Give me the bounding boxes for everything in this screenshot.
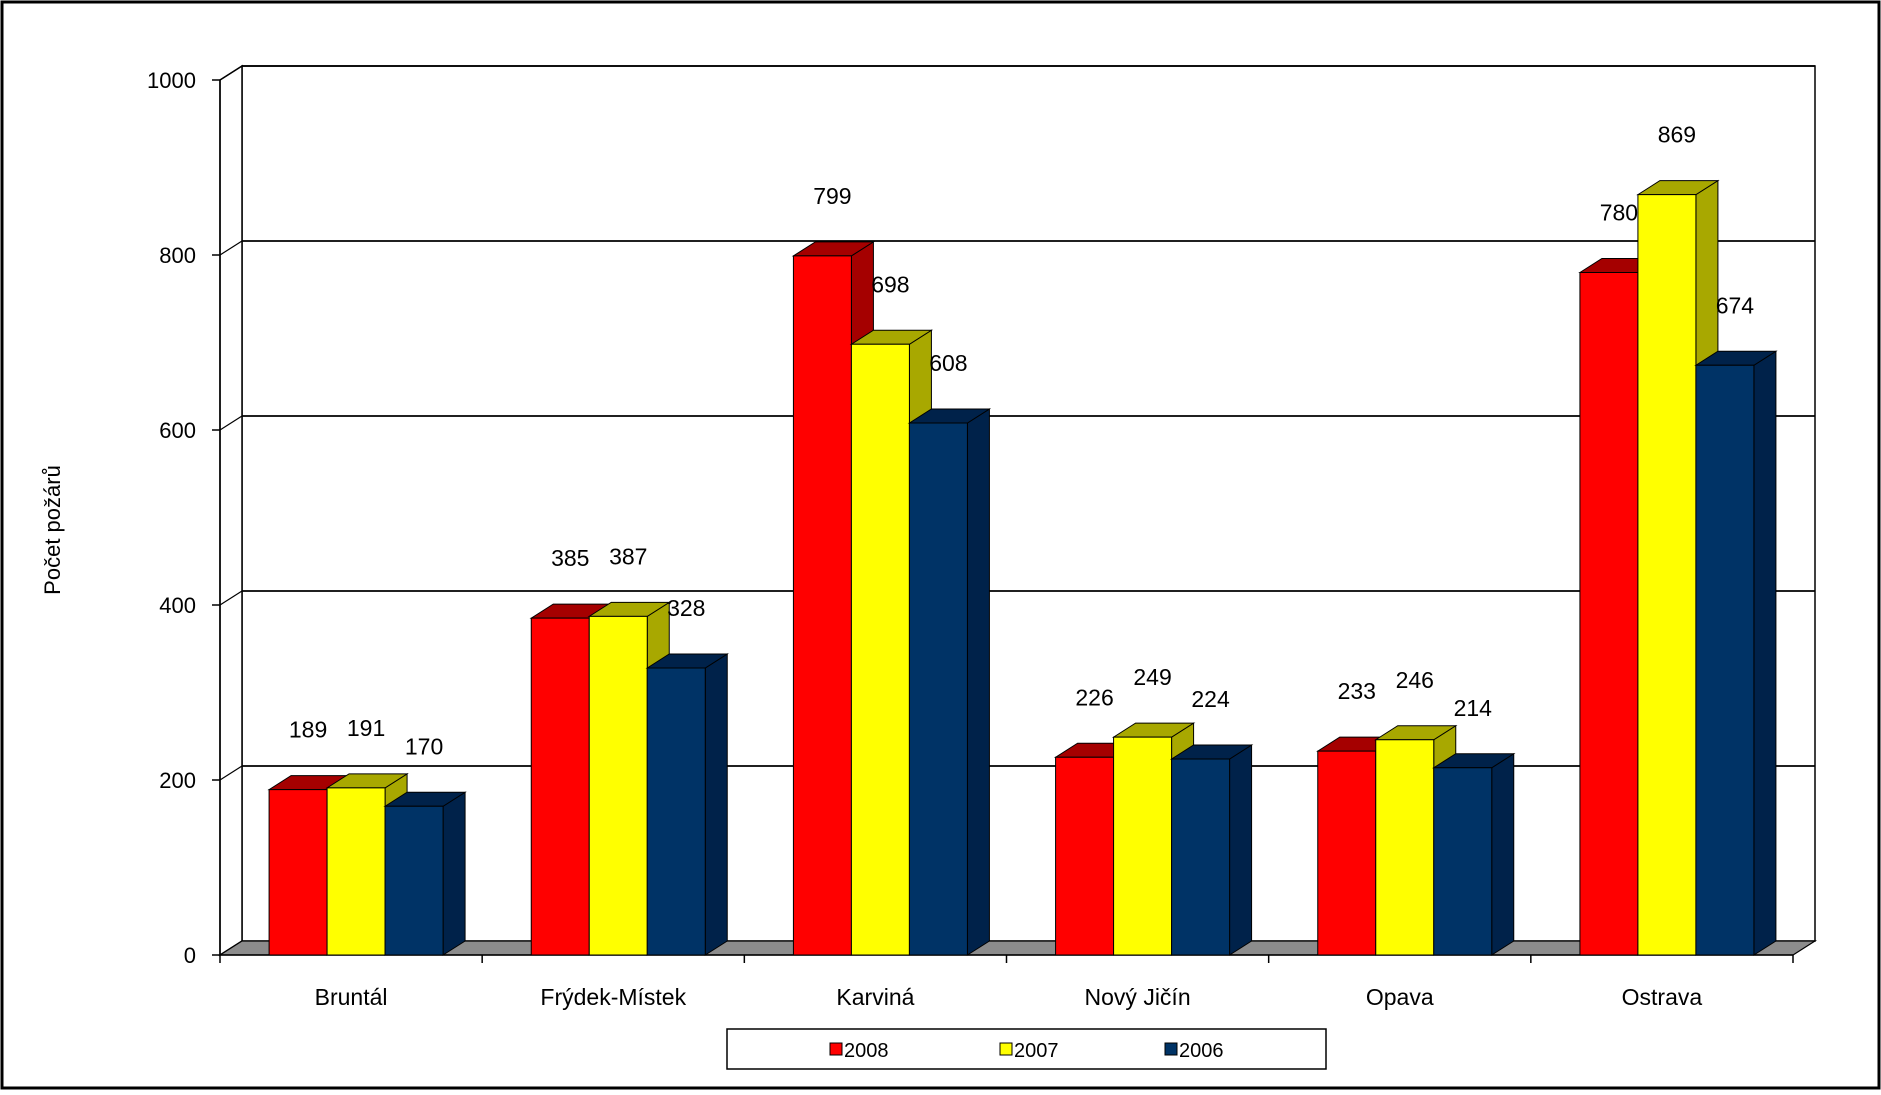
legend-swatch	[999, 1042, 1013, 1056]
data-label: 224	[1191, 686, 1230, 712]
legend-box	[726, 1028, 1327, 1070]
y-tick-label: 800	[159, 243, 196, 268]
legend-item: 2007	[999, 1040, 1059, 1062]
gridlines	[219, 65, 1815, 781]
data-label: 385	[551, 545, 589, 571]
bar-front	[1695, 364, 1755, 956]
x-tick-label: Nový Jičín	[1085, 984, 1191, 1010]
legend-swatch	[1164, 1042, 1178, 1056]
data-label: 799	[813, 183, 851, 209]
side-wall	[219, 64, 243, 957]
bar-front	[646, 667, 706, 956]
gridline-side	[219, 415, 243, 431]
bar-front	[530, 617, 590, 956]
data-label: 780	[1600, 200, 1638, 226]
bars	[267, 179, 1778, 956]
x-axis: Bruntál Frýdek-Místek Karviná Nový Jičín Opa…	[219, 954, 1794, 1010]
legend-label: 2006	[1179, 1040, 1224, 1062]
y-tick-label: 0	[184, 943, 196, 968]
data-label: 249	[1133, 664, 1171, 690]
bar-front	[1055, 756, 1115, 956]
data-labels: 189 191 170 385 387 328 799 698 608 226 249 224 233 2…	[289, 122, 1754, 760]
bar	[383, 791, 467, 956]
legend-swatch	[829, 1042, 843, 1056]
data-label: 170	[405, 733, 443, 759]
bar-side	[704, 653, 728, 956]
bar-side	[966, 408, 990, 956]
gridline-side	[219, 240, 243, 256]
data-label: 698	[871, 271, 909, 297]
y-tick-label: 400	[159, 593, 196, 618]
bar-front	[326, 787, 386, 956]
data-label: 189	[289, 717, 327, 743]
x-tick-label: Ostrava	[1622, 984, 1703, 1010]
bar-front	[1433, 767, 1493, 956]
bar-front	[1113, 736, 1173, 956]
legend-label: 2007	[1014, 1040, 1059, 1062]
legend-item: 2008	[829, 1040, 889, 1062]
legend-label: 2008	[844, 1040, 889, 1062]
data-label: 246	[1396, 667, 1434, 693]
legend-item: 2006	[1164, 1040, 1224, 1062]
bar-side	[1229, 744, 1253, 956]
data-label: 328	[667, 595, 705, 621]
data-label: 226	[1075, 684, 1113, 710]
bar-front	[1171, 758, 1231, 956]
gridline-side	[219, 590, 243, 606]
bar-front	[1637, 194, 1697, 956]
bar-front	[268, 789, 328, 956]
bar-front	[850, 343, 910, 956]
bar-front	[908, 422, 968, 956]
data-label: 214	[1454, 695, 1493, 721]
gridline-side	[219, 65, 243, 81]
bar-front	[792, 255, 852, 956]
x-tick-label: Opava	[1366, 984, 1434, 1010]
gridline-side	[219, 765, 243, 781]
back-wall	[241, 65, 1816, 942]
bar-front	[1317, 750, 1377, 956]
bar-front	[384, 805, 444, 956]
x-tick-label: Frýdek-Místek	[540, 984, 686, 1010]
bar	[1169, 744, 1254, 956]
data-label: 387	[609, 543, 647, 569]
bar	[1694, 350, 1778, 956]
x-tick-label: Karviná	[836, 984, 914, 1010]
y-axis-title: Počet požárů	[40, 465, 65, 595]
bar-front	[1579, 272, 1639, 956]
plot-walls	[219, 64, 1816, 957]
x-tick-label: Bruntál	[315, 984, 388, 1010]
data-label: 191	[347, 715, 385, 741]
y-tick-label: 600	[159, 418, 196, 443]
data-label: 233	[1338, 678, 1376, 704]
bar	[907, 408, 992, 956]
bar-side	[1753, 350, 1777, 956]
y-axis: 0 200 400 600 800 1000	[147, 68, 221, 968]
data-label: 674	[1716, 292, 1755, 318]
bar-front	[588, 615, 648, 956]
data-label: 608	[929, 350, 967, 376]
bar-side	[442, 791, 466, 956]
bar	[1432, 752, 1516, 956]
bar-front	[1375, 739, 1435, 956]
y-tick-label: 200	[159, 768, 196, 793]
bar-side	[1491, 752, 1515, 956]
y-tick-label: 1000	[147, 68, 196, 93]
data-label: 869	[1658, 122, 1696, 148]
bar	[645, 653, 729, 956]
legend: 2008 2007 2006	[726, 1028, 1327, 1070]
